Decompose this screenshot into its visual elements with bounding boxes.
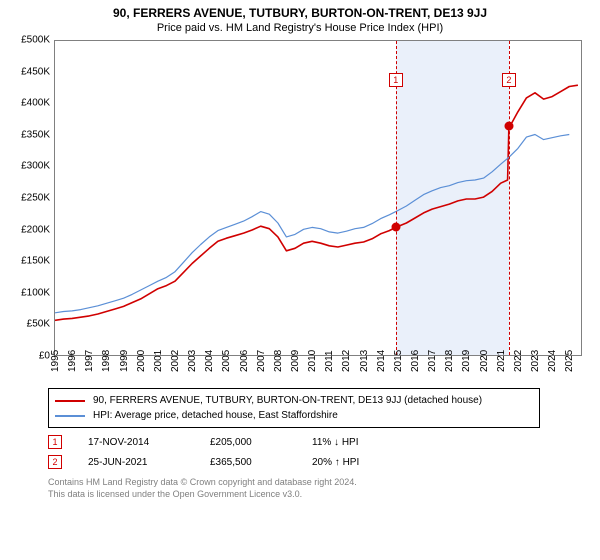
transaction-price: £365,500: [210, 457, 290, 468]
y-axis-label: £300K: [8, 161, 50, 172]
plot-area: 12: [54, 40, 582, 356]
y-axis-label: £150K: [8, 256, 50, 267]
transaction-date: 17-NOV-2014: [88, 437, 188, 448]
footer: Contains HM Land Registry data © Crown c…: [48, 476, 592, 500]
transaction-price: £205,000: [210, 437, 290, 448]
footer-line-1: Contains HM Land Registry data © Crown c…: [48, 476, 592, 488]
y-axis-label: £500K: [8, 35, 50, 46]
transaction-marker-line: [509, 41, 510, 355]
transaction-diff: 20% ↑ HPI: [312, 457, 402, 468]
transaction-row: 1 17-NOV-2014 £205,000 11% ↓ HPI: [48, 432, 540, 452]
transaction-id-box: 1: [48, 435, 62, 449]
x-axis-label: 2025: [564, 350, 586, 372]
chart-subtitle: Price paid vs. HM Land Registry's House …: [8, 22, 592, 34]
transaction-marker-label: 2: [502, 73, 516, 87]
transaction-point: [391, 223, 400, 232]
y-axis-label: £450K: [8, 66, 50, 77]
legend-label: 90, FERRERS AVENUE, TUTBURY, BURTON-ON-T…: [93, 395, 482, 406]
footer-line-2: This data is licensed under the Open Gov…: [48, 488, 592, 500]
y-axis-label: £0: [8, 351, 50, 362]
y-axis-label: £50K: [8, 319, 50, 330]
legend: 90, FERRERS AVENUE, TUTBURY, BURTON-ON-T…: [48, 388, 540, 428]
y-axis-label: £250K: [8, 193, 50, 204]
transaction-date: 25-JUN-2021: [88, 457, 188, 468]
series-property: [55, 85, 578, 320]
transactions-table: 1 17-NOV-2014 £205,000 11% ↓ HPI 2 25-JUN-202…: [48, 432, 540, 472]
y-axis-label: £400K: [8, 98, 50, 109]
plot-svg: [55, 41, 583, 357]
transaction-id-box: 2: [48, 455, 62, 469]
legend-swatch: [55, 400, 85, 402]
chart-area: 12 £0£50K£100K£150K£200K£250K£300K£350K£…: [8, 38, 588, 382]
transaction-row: 2 25-JUN-2021 £365,500 20% ↑ HPI: [48, 452, 540, 472]
series-hpi: [55, 135, 569, 313]
transaction-diff: 11% ↓ HPI: [312, 437, 402, 448]
y-axis-label: £100K: [8, 287, 50, 298]
legend-item: 90, FERRERS AVENUE, TUTBURY, BURTON-ON-T…: [55, 393, 533, 408]
legend-label: HPI: Average price, detached house, East…: [93, 410, 338, 421]
y-axis-label: £350K: [8, 129, 50, 140]
y-axis-label: £200K: [8, 224, 50, 235]
legend-item: HPI: Average price, detached house, East…: [55, 408, 533, 423]
transaction-marker-label: 1: [389, 73, 403, 87]
legend-swatch: [55, 415, 85, 417]
transaction-point: [504, 122, 513, 131]
transaction-marker-line: [396, 41, 397, 355]
chart-title: 90, FERRERS AVENUE, TUTBURY, BURTON-ON-T…: [8, 6, 592, 20]
